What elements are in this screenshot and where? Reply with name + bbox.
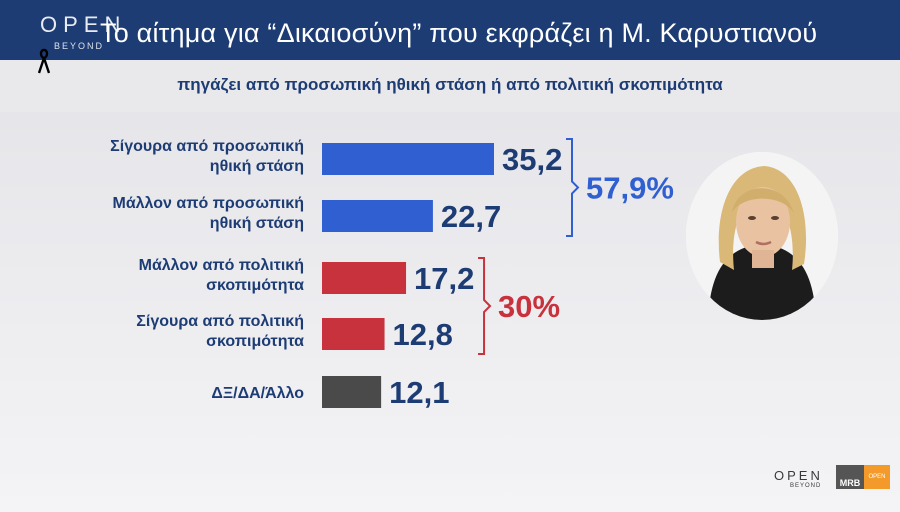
footer-logo-sub: BEYOND — [790, 483, 822, 489]
value-label-2: 22,7 — [441, 199, 501, 234]
value-label-5: 12,1 — [389, 375, 449, 410]
category-label-2-line-1: Μάλλον από προσωπική — [112, 195, 304, 212]
value-label-4: 12,8 — [393, 317, 453, 352]
category-label-1-line-1: Σίγουρα από προσωπική — [110, 138, 304, 155]
chart-subtitle: πηγάζει από προσωπική ηθική στάση ή από … — [177, 75, 723, 94]
group-total-label-1: 57,9% — [586, 171, 674, 206]
category-label-3-line-2: σκοπιμότητα — [206, 277, 304, 294]
category-label-1-line-2: ηθική στάση — [210, 158, 304, 175]
footer-logo: OPEN — [774, 468, 823, 483]
mourning-ribbon-icon — [38, 48, 50, 74]
category-label-4-line-1: Σίγουρα από πολιτική — [136, 313, 304, 330]
value-label-3: 17,2 — [414, 261, 474, 296]
header-bar: OPEN BEYOND Το αίτημα για “Δικαιοσύνη” π… — [0, 0, 900, 60]
group-bracket-2 — [478, 257, 492, 355]
mrb-open-tag: OPEN — [864, 465, 890, 489]
portrait-image — [686, 152, 838, 320]
bar-1 — [322, 143, 494, 175]
mrb-logo: MRB — [836, 465, 864, 489]
category-label-4-line-2: σκοπιμότητα — [206, 333, 304, 350]
bar-2 — [322, 200, 433, 232]
group-bracket-1 — [566, 138, 580, 237]
value-label-1: 35,2 — [502, 142, 562, 177]
header-title: Το αίτημα για “Δικαιοσύνη” που εκφράζει … — [100, 18, 818, 48]
group-total-label-2: 30% — [498, 289, 560, 324]
category-label-5-line-1: ΔΞ/ΔΑ/Άλλο — [211, 385, 304, 402]
bar-4 — [322, 318, 385, 350]
channel-logo: OPEN — [40, 12, 127, 37]
bar-3 — [322, 262, 407, 294]
category-label-2-line-2: ηθική στάση — [210, 215, 304, 232]
bar-5 — [322, 376, 382, 408]
channel-logo-sub: BEYOND — [54, 41, 105, 51]
portrait-photo — [686, 152, 838, 320]
category-label-3-line-1: Μάλλον από πολιτική — [139, 257, 304, 274]
